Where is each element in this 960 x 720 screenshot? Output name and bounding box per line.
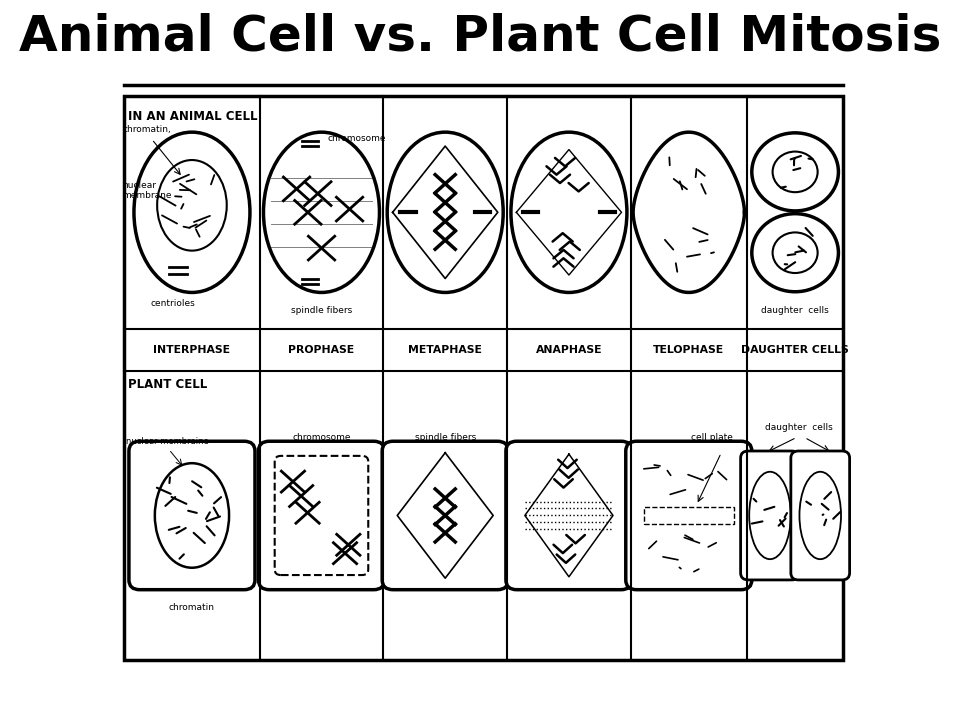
Ellipse shape xyxy=(155,463,229,568)
Text: spindle fibers: spindle fibers xyxy=(415,433,476,442)
Text: chromosome: chromosome xyxy=(292,433,350,442)
Text: METAPHASE: METAPHASE xyxy=(408,345,482,355)
FancyBboxPatch shape xyxy=(382,441,508,590)
Text: IN AN ANIMAL CELL: IN AN ANIMAL CELL xyxy=(128,109,257,122)
Text: PLANT CELL: PLANT CELL xyxy=(128,378,207,391)
FancyBboxPatch shape xyxy=(129,441,255,590)
Ellipse shape xyxy=(773,152,818,192)
FancyBboxPatch shape xyxy=(626,441,752,590)
Ellipse shape xyxy=(511,132,627,292)
Text: centrioles: centrioles xyxy=(151,300,195,308)
FancyBboxPatch shape xyxy=(275,456,369,575)
Text: nuclear membraine: nuclear membraine xyxy=(126,437,208,446)
Ellipse shape xyxy=(773,233,818,273)
Text: TELOPHASE: TELOPHASE xyxy=(653,345,725,355)
Text: nuclear
membrane: nuclear membrane xyxy=(122,181,172,200)
Ellipse shape xyxy=(134,132,250,292)
FancyBboxPatch shape xyxy=(740,451,800,580)
Text: cell plate: cell plate xyxy=(691,433,732,442)
Text: daughter  cells: daughter cells xyxy=(765,423,833,432)
Ellipse shape xyxy=(749,472,791,559)
Text: chromatin,: chromatin, xyxy=(122,125,171,134)
Ellipse shape xyxy=(263,132,379,292)
Ellipse shape xyxy=(800,472,841,559)
Text: chromosome: chromosome xyxy=(327,134,386,143)
Ellipse shape xyxy=(752,214,838,292)
Text: daughter  cells: daughter cells xyxy=(761,307,829,315)
FancyBboxPatch shape xyxy=(506,441,632,590)
Text: ANAPHASE: ANAPHASE xyxy=(536,345,602,355)
Text: INTERPHASE: INTERPHASE xyxy=(154,345,230,355)
FancyBboxPatch shape xyxy=(791,451,850,580)
Text: chromatin: chromatin xyxy=(169,603,215,611)
Text: PROPHASE: PROPHASE xyxy=(288,345,354,355)
FancyBboxPatch shape xyxy=(258,441,385,590)
Ellipse shape xyxy=(752,133,838,211)
Ellipse shape xyxy=(387,132,503,292)
Text: Animal Cell vs. Plant Cell Mitosis: Animal Cell vs. Plant Cell Mitosis xyxy=(19,13,941,60)
Ellipse shape xyxy=(157,160,227,251)
Text: spindle fibers: spindle fibers xyxy=(291,307,352,315)
Text: DAUGHTER CELLS: DAUGHTER CELLS xyxy=(741,345,849,355)
